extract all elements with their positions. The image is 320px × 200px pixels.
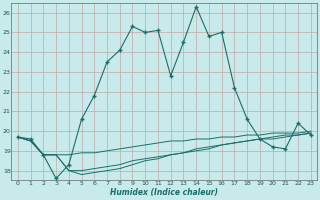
- X-axis label: Humidex (Indice chaleur): Humidex (Indice chaleur): [110, 188, 218, 197]
